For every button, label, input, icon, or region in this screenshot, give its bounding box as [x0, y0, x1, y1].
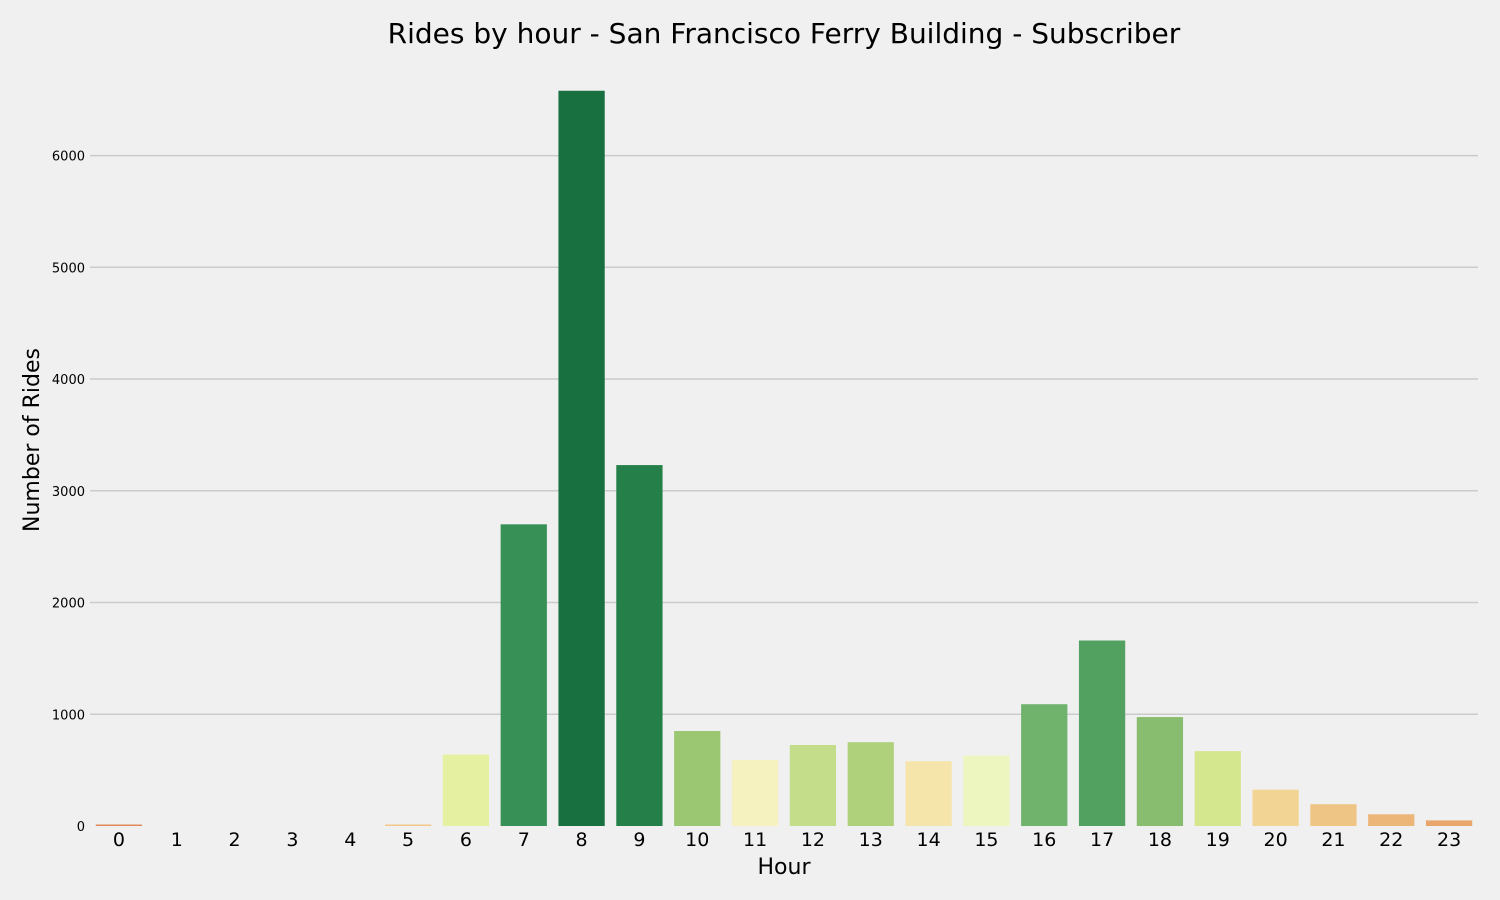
x-tick-label: 22 — [1379, 829, 1403, 851]
y-tick-label: 5000 — [52, 261, 85, 276]
bar-hour-15 — [963, 755, 1010, 826]
x-tick-label: 4 — [344, 829, 356, 851]
y-tick-label: 0 — [77, 820, 85, 835]
bar-hour-13 — [847, 742, 894, 826]
x-tick-label: 9 — [633, 829, 645, 851]
y-tick-label: 1000 — [52, 708, 85, 723]
y-tick-label: 6000 — [52, 150, 85, 165]
x-tick-label: 11 — [743, 829, 767, 851]
x-tick-label: 7 — [518, 829, 530, 851]
y-tick-label: 4000 — [52, 373, 85, 388]
grid-lines — [90, 154, 1478, 716]
x-tick-label: 12 — [801, 829, 825, 851]
x-tick-label: 10 — [685, 829, 709, 851]
bar-hour-20 — [1252, 789, 1299, 826]
bar-hour-5 — [384, 824, 432, 826]
bar-hour-21 — [1310, 804, 1357, 826]
bar-hour-16 — [1021, 704, 1068, 826]
x-tick-label: 23 — [1437, 829, 1461, 851]
x-tick-label: 20 — [1263, 829, 1287, 851]
bars — [95, 90, 1473, 826]
x-tick-label: 14 — [916, 829, 940, 851]
bar-hour-11 — [731, 760, 779, 826]
y-tick-labels: 0 1000 2000 3000 4000 5000 6000 — [52, 150, 85, 835]
chart-title: Rides by hour - San Francisco Ferry Buil… — [388, 17, 1181, 50]
x-tick-label: 19 — [1206, 829, 1230, 851]
bar-hour-8 — [558, 90, 605, 826]
x-tick-label: 13 — [859, 829, 883, 851]
bar-hour-14 — [905, 761, 952, 826]
x-tick-label: 15 — [974, 829, 998, 851]
x-tick-label: 1 — [171, 829, 183, 851]
x-tick-label: 6 — [460, 829, 472, 851]
y-tick-label: 2000 — [52, 597, 85, 612]
x-tick-labels: 0 1 2 3 4 5 6 7 8 9 10 11 12 13 14 15 16 17 18 19 20 21 22 23 — [113, 829, 1461, 851]
y-axis-label: Number of Rides — [20, 348, 45, 532]
bar-hour-9 — [616, 465, 663, 826]
x-tick-label: 8 — [576, 829, 588, 851]
bar-hour-0 — [95, 824, 143, 826]
x-tick-label: 3 — [286, 829, 298, 851]
x-tick-label: 5 — [402, 829, 414, 851]
x-tick-label: 17 — [1090, 829, 1114, 851]
bar-hour-19 — [1194, 751, 1241, 826]
bar-hour-23 — [1425, 820, 1473, 826]
y-tick-label: 3000 — [52, 485, 85, 500]
bar-hour-6 — [442, 754, 490, 826]
x-tick-label: 16 — [1032, 829, 1056, 851]
x-tick-label: 18 — [1148, 829, 1172, 851]
x-tick-label: 0 — [113, 829, 125, 851]
bar-hour-10 — [674, 731, 721, 826]
bar-hour-7 — [500, 524, 547, 826]
x-tick-label: 21 — [1321, 829, 1345, 851]
x-axis-label: Hour — [758, 855, 812, 880]
bar-hour-17 — [1078, 640, 1126, 826]
x-tick-label: 2 — [229, 829, 241, 851]
bar-hour-12 — [789, 744, 837, 826]
bar-hour-22 — [1368, 814, 1415, 826]
bar-hour-18 — [1136, 717, 1184, 826]
